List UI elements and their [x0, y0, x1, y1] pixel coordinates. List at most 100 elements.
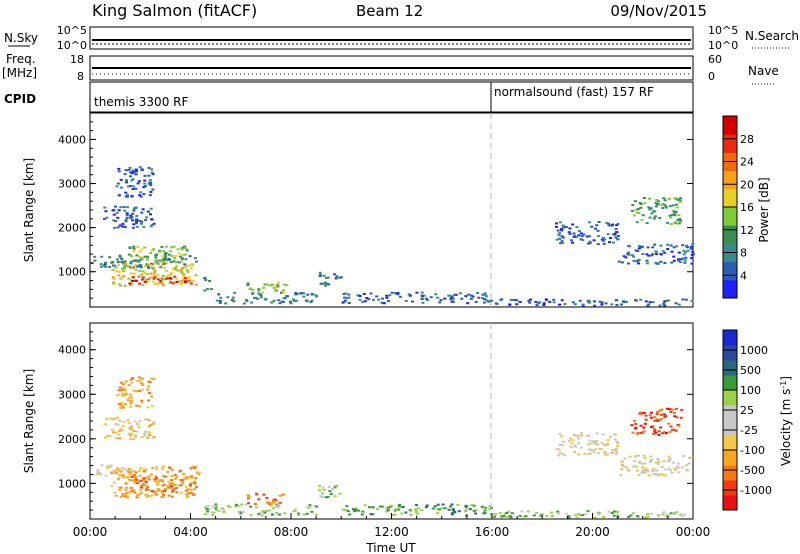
- echo-cell: [597, 221, 601, 223]
- echo-cell: [160, 277, 164, 280]
- echo-cell: [140, 248, 144, 251]
- echo-cell: [126, 206, 130, 209]
- power-ylabel: Slant Range [km]: [22, 158, 36, 262]
- echo-cell: [145, 216, 148, 219]
- echo-cell: [667, 467, 671, 470]
- echo-cell: [256, 297, 260, 300]
- echo-cell: [112, 213, 116, 216]
- echo-cell: [171, 282, 175, 285]
- echo-cell: [129, 254, 133, 257]
- echo-cell: [667, 299, 670, 302]
- echo-cell: [638, 462, 642, 465]
- echo-cell: [493, 515, 497, 518]
- echo-cell: [680, 408, 684, 411]
- echo-cell: [282, 283, 286, 286]
- echo-cell: [146, 406, 150, 409]
- echo-cell: [555, 448, 559, 451]
- echo-cell: [641, 431, 645, 434]
- echo-cell: [590, 225, 594, 228]
- echo-cell: [135, 422, 139, 425]
- echo-cell: [137, 379, 141, 382]
- echo-cell: [481, 293, 485, 296]
- echo-cell: [611, 451, 615, 454]
- echo-cell: [217, 510, 221, 512]
- echo-cell: [126, 194, 129, 197]
- echo-cell: [170, 254, 174, 257]
- echo-cell: [657, 433, 661, 436]
- echo-cell: [152, 490, 156, 493]
- echo-cell: [263, 511, 267, 514]
- echo-cell: [185, 249, 189, 252]
- echo-cell: [121, 495, 124, 497]
- echo-cell: [639, 298, 643, 301]
- echo-cell: [673, 467, 677, 470]
- echo-cell: [144, 185, 148, 188]
- echo-cell: [138, 420, 142, 423]
- echo-cell: [375, 508, 379, 511]
- echo-cell: [562, 440, 566, 443]
- echo-cell: [641, 253, 645, 255]
- echo-cell: [512, 299, 516, 301]
- echo-cell: [140, 467, 144, 470]
- echo-cell: [577, 437, 581, 440]
- echo-cell: [578, 230, 581, 233]
- echo-cell: [327, 283, 331, 286]
- echo-cell: [211, 505, 215, 508]
- echo-cell: [558, 232, 562, 235]
- echo-cell: [116, 216, 120, 219]
- echo-cell: [135, 220, 138, 223]
- echo-cell: [194, 284, 198, 287]
- echo-cell: [129, 428, 133, 431]
- echo-cell: [313, 504, 317, 507]
- echo-cell: [234, 505, 238, 508]
- echo-cell: [664, 432, 668, 434]
- echo-cell: [556, 229, 560, 232]
- echo-cell: [663, 304, 667, 307]
- echo-cell: [377, 298, 381, 301]
- echo-cell: [326, 276, 330, 279]
- echo-cell: [415, 291, 419, 294]
- echo-cell: [164, 258, 168, 261]
- echo-cell: [508, 515, 512, 517]
- echo-cell: [646, 515, 650, 518]
- echo-cell: [560, 235, 564, 238]
- echo-cell: [627, 251, 630, 254]
- echo-cell: [606, 442, 609, 445]
- echo-cell: [151, 280, 155, 283]
- echo-cell: [185, 269, 189, 272]
- echo-cell: [637, 460, 641, 463]
- echo-cell: [645, 253, 649, 256]
- echo-cell: [197, 471, 201, 474]
- echo-cell: [678, 200, 682, 203]
- echo-cell: [123, 225, 127, 228]
- echo-cell: [387, 506, 391, 509]
- echo-cell: [260, 514, 264, 517]
- echo-cell: [673, 411, 676, 414]
- echo-cell: [661, 432, 664, 435]
- time-axis: 00:00 04:00 08:00 12:00 16:00 20:00 00:00: [73, 513, 710, 539]
- echo-cell: [621, 300, 625, 303]
- echo-cell: [268, 501, 272, 504]
- echo-cell: [534, 300, 538, 303]
- echo-cell: [132, 389, 136, 392]
- echo-cell: [127, 399, 130, 402]
- echo-cell: [627, 253, 631, 256]
- echo-cell: [152, 421, 156, 424]
- echo-cell: [150, 218, 154, 221]
- echo-cell: [559, 242, 563, 245]
- echo-cell: [151, 188, 155, 191]
- echo-cell: [285, 295, 289, 298]
- echo-cell: [378, 505, 382, 508]
- echo-cell: [625, 300, 628, 303]
- echo-cell: [219, 296, 223, 299]
- echo-cell: [443, 507, 447, 510]
- echo-cell: [682, 253, 686, 256]
- echo-cell: [663, 199, 667, 202]
- echo-cell: [110, 428, 114, 431]
- echo-cell: [663, 262, 667, 264]
- echo-cell: [647, 206, 651, 209]
- echo-cell: [588, 240, 592, 243]
- echo-cell: [560, 443, 564, 446]
- echo-cell: [185, 493, 189, 496]
- echo-cell: [126, 418, 130, 421]
